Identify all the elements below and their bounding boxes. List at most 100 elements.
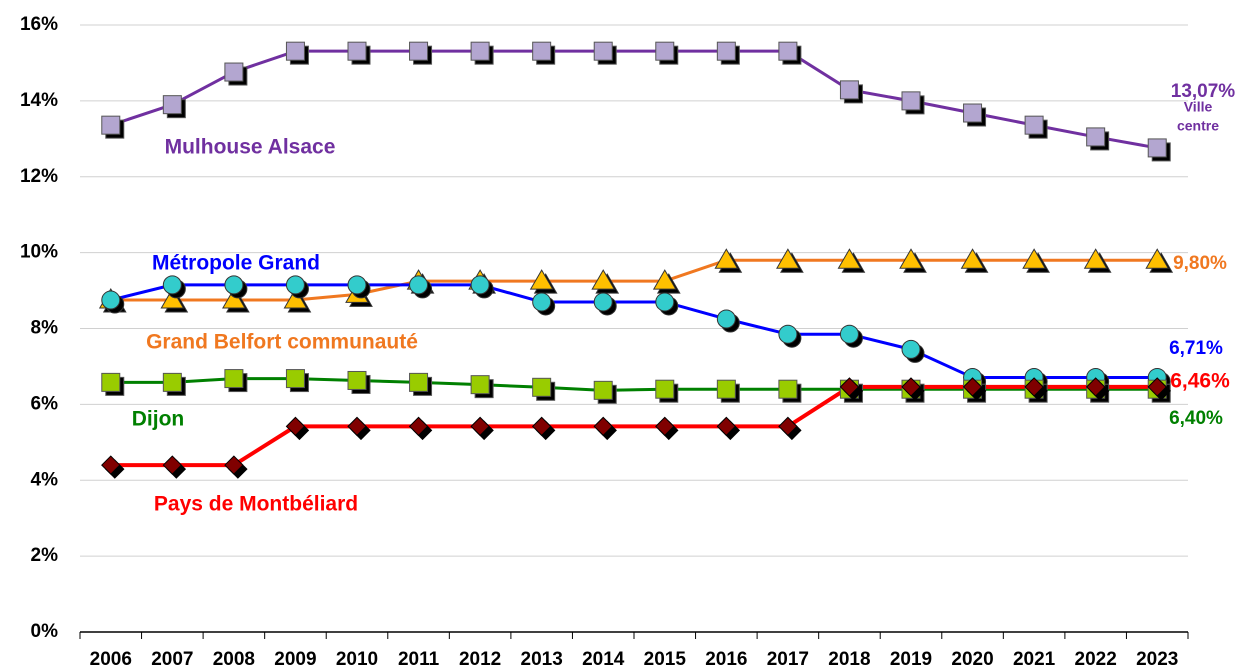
marker xyxy=(593,416,613,437)
marker xyxy=(652,269,677,290)
x-tick-label: 2023 xyxy=(1136,649,1178,670)
x-tick-label: 2012 xyxy=(459,649,501,670)
x-tick-label: 2017 xyxy=(767,649,809,670)
marker xyxy=(101,455,121,475)
marker xyxy=(101,115,121,135)
series-label: Pays de Montbéliard xyxy=(154,493,358,516)
y-tick-label: 16% xyxy=(20,14,58,35)
marker xyxy=(1147,377,1167,397)
y-tick-label: 4% xyxy=(31,469,59,490)
series-label: Mulhouse Alsace xyxy=(165,136,336,159)
x-tick-label: 2015 xyxy=(644,649,687,670)
marker xyxy=(778,416,798,437)
marker xyxy=(655,41,675,61)
marker xyxy=(285,416,306,437)
marker xyxy=(960,248,985,269)
marker xyxy=(162,275,182,295)
y-tick-label: 8% xyxy=(31,318,59,339)
marker xyxy=(409,372,429,392)
y-tick-label: 12% xyxy=(20,166,58,187)
marker xyxy=(101,290,121,310)
marker xyxy=(224,275,244,295)
marker xyxy=(409,41,429,61)
marker xyxy=(347,41,367,61)
marker xyxy=(162,372,182,392)
marker xyxy=(409,275,429,295)
x-tick-label: 2010 xyxy=(336,649,378,670)
marker xyxy=(839,324,859,344)
marker xyxy=(160,288,185,309)
marker xyxy=(162,455,183,475)
x-tick-label: 2008 xyxy=(213,649,255,670)
marker xyxy=(529,269,554,290)
marker xyxy=(1147,138,1167,158)
marker xyxy=(532,41,552,61)
marker xyxy=(101,372,121,392)
marker xyxy=(347,416,367,437)
marker xyxy=(655,416,675,437)
marker xyxy=(716,379,736,399)
y-tick-label: 2% xyxy=(31,545,59,566)
x-tick-label: 2022 xyxy=(1075,649,1117,670)
marker xyxy=(1024,115,1044,135)
x-tick-label: 2006 xyxy=(90,649,132,670)
marker xyxy=(285,275,305,295)
marker xyxy=(347,370,367,390)
marker xyxy=(285,369,305,389)
annotation: 6,40% xyxy=(1169,408,1223,429)
marker xyxy=(778,41,798,61)
x-tick-label: 2018 xyxy=(828,649,870,670)
marker xyxy=(224,62,244,82)
y-tick-label: 0% xyxy=(31,621,59,642)
marker xyxy=(1022,248,1046,269)
series-label: Métropole Grand xyxy=(152,252,320,275)
marker xyxy=(408,416,429,437)
marker xyxy=(716,41,736,61)
marker xyxy=(1086,127,1106,147)
marker xyxy=(1024,377,1044,397)
series-label: Grand Belfort communauté xyxy=(146,331,418,354)
marker xyxy=(837,248,862,269)
marker xyxy=(776,248,800,269)
marker xyxy=(470,416,490,437)
marker xyxy=(839,377,860,397)
annotation: centre xyxy=(1177,118,1219,134)
annotation: 6,71% xyxy=(1169,338,1223,359)
marker xyxy=(1085,377,1106,397)
marker xyxy=(470,41,490,61)
annotation: 13,07% xyxy=(1171,81,1236,102)
marker xyxy=(285,41,305,61)
marker xyxy=(593,41,613,61)
marker xyxy=(1083,248,1108,269)
y-tick-label: 6% xyxy=(31,393,59,414)
marker xyxy=(593,380,613,400)
marker xyxy=(655,292,675,312)
marker xyxy=(531,416,552,437)
marker xyxy=(1145,248,1170,269)
marker xyxy=(963,103,983,123)
x-tick-label: 2009 xyxy=(274,649,316,670)
marker xyxy=(224,455,244,475)
marker xyxy=(593,292,613,312)
series-label: Dijon xyxy=(132,408,185,431)
marker xyxy=(470,275,490,295)
annotation: 9,80% xyxy=(1173,253,1227,274)
marker xyxy=(901,91,921,111)
marker xyxy=(778,324,798,344)
x-tick-label: 2019 xyxy=(890,649,932,670)
x-tick-label: 2011 xyxy=(398,649,440,670)
marker xyxy=(778,379,798,399)
marker xyxy=(162,95,182,115)
x-tick-label: 2021 xyxy=(1013,649,1056,670)
marker xyxy=(901,339,921,359)
series-line xyxy=(110,258,1158,302)
marker xyxy=(591,269,616,290)
marker xyxy=(716,416,737,437)
marker xyxy=(839,80,859,100)
y-tick-label: 10% xyxy=(20,242,58,263)
y-tick-label: 14% xyxy=(20,90,58,111)
marker xyxy=(714,248,739,269)
marker xyxy=(532,377,552,397)
annotation: Ville xyxy=(1184,99,1213,115)
